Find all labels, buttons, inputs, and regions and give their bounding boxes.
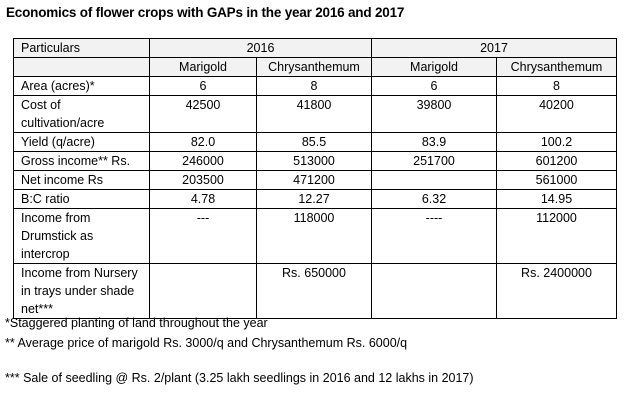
cell: 14.95 <box>496 189 617 209</box>
header-empty <box>13 57 150 77</box>
header-row-years: Particulars 2016 2017 <box>13 38 617 58</box>
cell: 601200 <box>496 151 617 171</box>
header-year-2016: 2016 <box>149 38 372 58</box>
cell: 40200 <box>496 95 617 133</box>
cell: 471200 <box>256 170 372 190</box>
row-label: Yield (q/acre) <box>13 132 150 152</box>
cell <box>371 170 497 190</box>
table-row: Cost of cultivation/acre 42500 41800 398… <box>13 95 617 133</box>
cell: Rs. 650000 <box>256 263 372 319</box>
cell: 6.32 <box>371 189 497 209</box>
cell: 83.9 <box>371 132 497 152</box>
header-row-crops: Marigold Chrysanthemum Marigold Chrysant… <box>13 57 617 77</box>
cell: 513000 <box>256 151 372 171</box>
header-crop: Chrysanthemum <box>256 57 372 77</box>
cell <box>149 263 257 319</box>
cell: 100.2 <box>496 132 617 152</box>
cell: ---- <box>371 208 497 264</box>
row-label: Income from Nursery in trays under shade… <box>13 263 150 319</box>
row-label: Cost of cultivation/acre <box>13 95 150 133</box>
footnote-average-price: ** Average price of marigold Rs. 3000/q … <box>5 336 408 350</box>
cell: 82.0 <box>149 132 257 152</box>
cell: 112000 <box>496 208 617 264</box>
page-title: Economics of flower crops with GAPs in t… <box>6 5 405 20</box>
cell: Rs. 2400000 <box>496 263 617 319</box>
header-crop: Marigold <box>149 57 257 77</box>
row-label: Income from Drumstick as intercrop <box>13 208 150 264</box>
cell: --- <box>149 208 257 264</box>
cell: 251700 <box>371 151 497 171</box>
cell: 118000 <box>256 208 372 264</box>
header-crop: Chrysanthemum <box>496 57 617 77</box>
cell <box>371 263 497 319</box>
cell: 39800 <box>371 95 497 133</box>
row-label: Net income Rs <box>13 170 150 190</box>
cell: 85.5 <box>256 132 372 152</box>
cell: 42500 <box>149 95 257 133</box>
table-row: Yield (q/acre) 82.0 85.5 83.9 100.2 <box>13 132 617 152</box>
cell: 6 <box>371 76 497 96</box>
cell: 4.78 <box>149 189 257 209</box>
footnote-staggered: *Staggered planting of land throughout t… <box>5 316 268 330</box>
cell: 203500 <box>149 170 257 190</box>
cell: 41800 <box>256 95 372 133</box>
cell: 6 <box>149 76 257 96</box>
cell: 8 <box>496 76 617 96</box>
table-row: Area (acres)* 6 8 6 8 <box>13 76 617 96</box>
footnote-seedling-sale: *** Sale of seedling @ Rs. 2/plant (3.25… <box>5 371 474 385</box>
table-row: Gross income** Rs. 246000 513000 251700 … <box>13 151 617 171</box>
header-particulars: Particulars <box>13 38 150 58</box>
economics-table: Particulars 2016 2017 Marigold Chrysanth… <box>13 38 617 319</box>
row-label: Area (acres)* <box>13 76 150 96</box>
cell: 561000 <box>496 170 617 190</box>
row-label: Gross income** Rs. <box>13 151 150 171</box>
header-year-2017: 2017 <box>371 38 617 58</box>
cell: 12.27 <box>256 189 372 209</box>
table-row: Income from Drumstick as intercrop --- 1… <box>13 208 617 264</box>
cell: 8 <box>256 76 372 96</box>
header-crop: Marigold <box>371 57 497 77</box>
table-row: Income from Nursery in trays under shade… <box>13 263 617 319</box>
table-row: B:C ratio 4.78 12.27 6.32 14.95 <box>13 189 617 209</box>
row-label: B:C ratio <box>13 189 150 209</box>
cell: 246000 <box>149 151 257 171</box>
table-row: Net income Rs 203500 471200 561000 <box>13 170 617 190</box>
